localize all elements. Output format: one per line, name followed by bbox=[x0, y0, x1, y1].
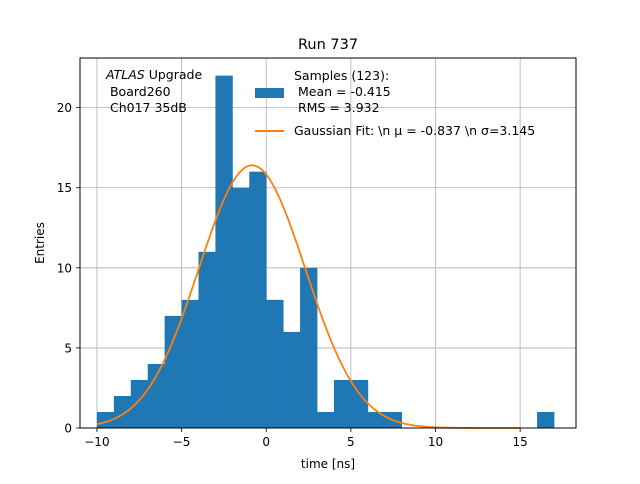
histogram-bars bbox=[96, 75, 555, 428]
y-tick-label: 0 bbox=[64, 422, 72, 436]
legend-swatch-histogram bbox=[255, 88, 284, 98]
svg-text:ATLAS Upgrade: ATLAS Upgrade bbox=[105, 67, 202, 82]
atlas-label: ATLAS bbox=[105, 67, 145, 82]
histogram-bar bbox=[130, 379, 149, 428]
histogram-bar bbox=[164, 315, 182, 428]
axis-ticks: −10 −5 0 5 10 15 0 5 10 15 20 bbox=[57, 101, 528, 449]
histogram-bar bbox=[537, 411, 555, 428]
histogram-bar bbox=[350, 379, 369, 428]
plot-frame bbox=[79, 57, 577, 429]
histogram-bar bbox=[367, 411, 386, 428]
histogram-bar bbox=[333, 379, 352, 428]
histogram-bar bbox=[316, 411, 335, 428]
x-tick-label: 5 bbox=[347, 435, 355, 449]
x-axis-label: time [ns] bbox=[301, 457, 355, 471]
y-tick-label: 5 bbox=[64, 341, 72, 355]
legend-label-line: Samples (123): bbox=[294, 68, 389, 83]
legend: Samples (123): Mean = -0.415 RMS = 3.932… bbox=[255, 68, 535, 138]
histogram-bar bbox=[198, 251, 216, 428]
histogram-bar bbox=[283, 331, 301, 428]
histogram-bar bbox=[249, 171, 267, 428]
y-tick-label: 10 bbox=[57, 261, 72, 275]
upgrade-label: Upgrade bbox=[145, 67, 203, 82]
histogram-bar bbox=[181, 299, 199, 428]
board-label: Board260 bbox=[106, 84, 171, 99]
x-tick-label: −5 bbox=[173, 435, 191, 449]
x-tick-label: 0 bbox=[262, 435, 270, 449]
legend-label-fit: Gaussian Fit: \n μ = -0.837 \n σ=3.145 bbox=[294, 123, 535, 138]
chart-title: Run 737 bbox=[298, 37, 358, 53]
histogram-bar bbox=[232, 187, 250, 428]
legend-label-line: Mean = -0.415 bbox=[294, 84, 391, 99]
legend-label-line: RMS = 3.932 bbox=[294, 100, 380, 115]
y-tick-label: 20 bbox=[57, 101, 72, 115]
y-axis-label: Entries bbox=[33, 222, 47, 264]
y-tick-label: 15 bbox=[57, 181, 72, 195]
atlas-annotation: ATLAS Upgrade Board260 Ch017 35dB bbox=[105, 67, 202, 115]
histogram-bar bbox=[215, 75, 233, 428]
histogram-bar bbox=[300, 267, 318, 428]
histogram-bar bbox=[113, 395, 132, 428]
channel-label: Ch017 35dB bbox=[106, 100, 187, 115]
x-tick-label: 15 bbox=[512, 435, 527, 449]
histogram-bar bbox=[266, 299, 284, 428]
legend-label-histogram: Samples (123): Mean = -0.415 RMS = 3.932 bbox=[294, 68, 391, 115]
histogram-bar bbox=[147, 363, 166, 428]
x-tick-label: −10 bbox=[84, 435, 109, 449]
x-tick-label: 10 bbox=[428, 435, 443, 449]
